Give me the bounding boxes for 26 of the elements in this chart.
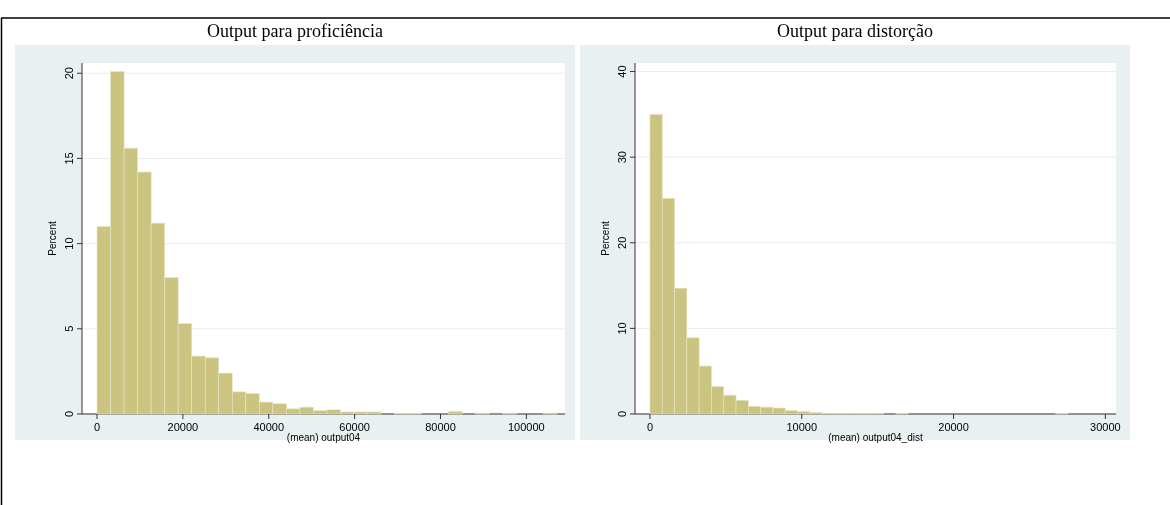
x-tick-label: 100000 bbox=[508, 421, 545, 433]
x-tick-label: 40000 bbox=[253, 421, 285, 433]
y-tick-label: 15 bbox=[63, 152, 75, 165]
chart-title: Output para proficiência bbox=[207, 21, 383, 41]
y-axis-title: Percent bbox=[600, 221, 611, 256]
x-tick-label: 20000 bbox=[167, 421, 199, 433]
y-tick-label: 20 bbox=[616, 236, 628, 249]
y-tick-label: 10 bbox=[63, 237, 75, 250]
y-tick-label: 0 bbox=[616, 410, 628, 418]
x-tick-label: 10000 bbox=[786, 421, 818, 433]
y-tick-label: 5 bbox=[63, 325, 75, 332]
x-tick-label: 0 bbox=[93, 421, 101, 433]
x-tick-label: 0 bbox=[646, 421, 654, 433]
x-tick-label: 20000 bbox=[938, 421, 969, 433]
x-axis-title: (mean) output04 bbox=[286, 432, 361, 443]
x-axis-title: (mean) output04_dist bbox=[828, 432, 923, 443]
x-tick-label: 80000 bbox=[425, 421, 456, 433]
x-tick-label: 60000 bbox=[339, 421, 370, 433]
x-tick-label: 30000 bbox=[1090, 421, 1121, 433]
y-tick-label: 20 bbox=[63, 67, 75, 80]
y-axis-title: Percent bbox=[47, 221, 58, 256]
chart-title: Output para distorção bbox=[777, 21, 933, 41]
y-tick-label: 30 bbox=[616, 151, 628, 164]
y-tick-label: 0 bbox=[63, 410, 75, 418]
y-tick-label: 10 bbox=[616, 322, 628, 335]
y-tick-label: 40 bbox=[616, 65, 628, 78]
